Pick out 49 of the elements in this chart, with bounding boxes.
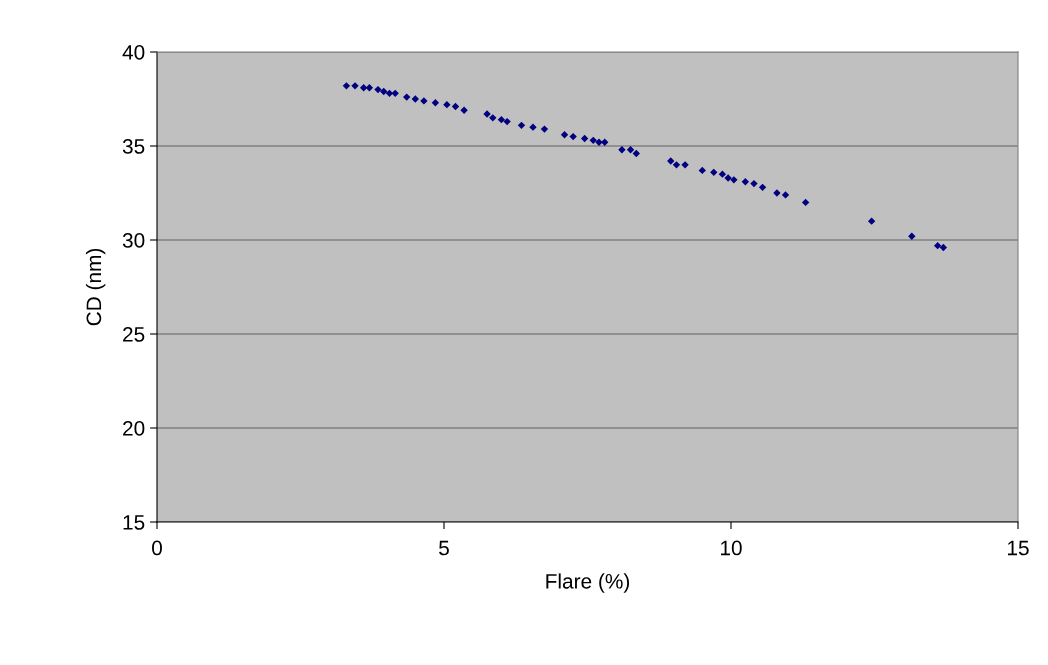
point xyxy=(451,102,460,111)
point xyxy=(503,117,511,126)
point xyxy=(718,170,727,178)
point xyxy=(517,121,526,129)
point xyxy=(560,131,569,139)
point xyxy=(380,87,388,96)
point xyxy=(359,84,368,92)
y-tick-label: 30 xyxy=(122,233,145,248)
point xyxy=(403,93,411,101)
point xyxy=(601,138,609,146)
y-tick-label: 25 xyxy=(123,327,145,342)
point xyxy=(939,243,948,252)
x-axis-title: Flare (%) xyxy=(546,573,630,593)
point xyxy=(781,191,790,199)
x-tick-label: 15 xyxy=(1008,540,1029,556)
point xyxy=(443,100,451,109)
point xyxy=(626,146,635,154)
point xyxy=(431,99,440,107)
point xyxy=(497,116,506,124)
point xyxy=(618,146,626,154)
point xyxy=(589,136,597,145)
point xyxy=(750,179,758,188)
y-tick-label: 35 xyxy=(122,139,145,154)
point xyxy=(867,217,876,225)
point xyxy=(489,114,497,122)
y-tick-label: 15 xyxy=(123,515,145,530)
y-tick-label: 20 xyxy=(123,421,145,436)
point xyxy=(933,241,942,250)
point xyxy=(540,125,549,133)
x-tick-label: 10 xyxy=(721,540,742,556)
point xyxy=(569,132,577,141)
point xyxy=(374,85,382,94)
point xyxy=(460,106,468,114)
point xyxy=(710,168,718,176)
x-tick-label: 0 xyxy=(152,540,162,556)
point xyxy=(698,166,706,175)
point xyxy=(391,89,399,98)
y-tick-label: 40 xyxy=(122,45,145,60)
point xyxy=(365,84,374,92)
point xyxy=(342,82,351,90)
point xyxy=(672,161,681,169)
point xyxy=(580,134,589,143)
point xyxy=(758,183,767,192)
x-tick-label: 5 xyxy=(439,540,449,556)
point xyxy=(801,198,810,207)
point xyxy=(632,149,640,158)
point xyxy=(908,232,916,240)
point xyxy=(741,178,750,186)
y-axis-title: CD (nm) xyxy=(85,248,106,326)
